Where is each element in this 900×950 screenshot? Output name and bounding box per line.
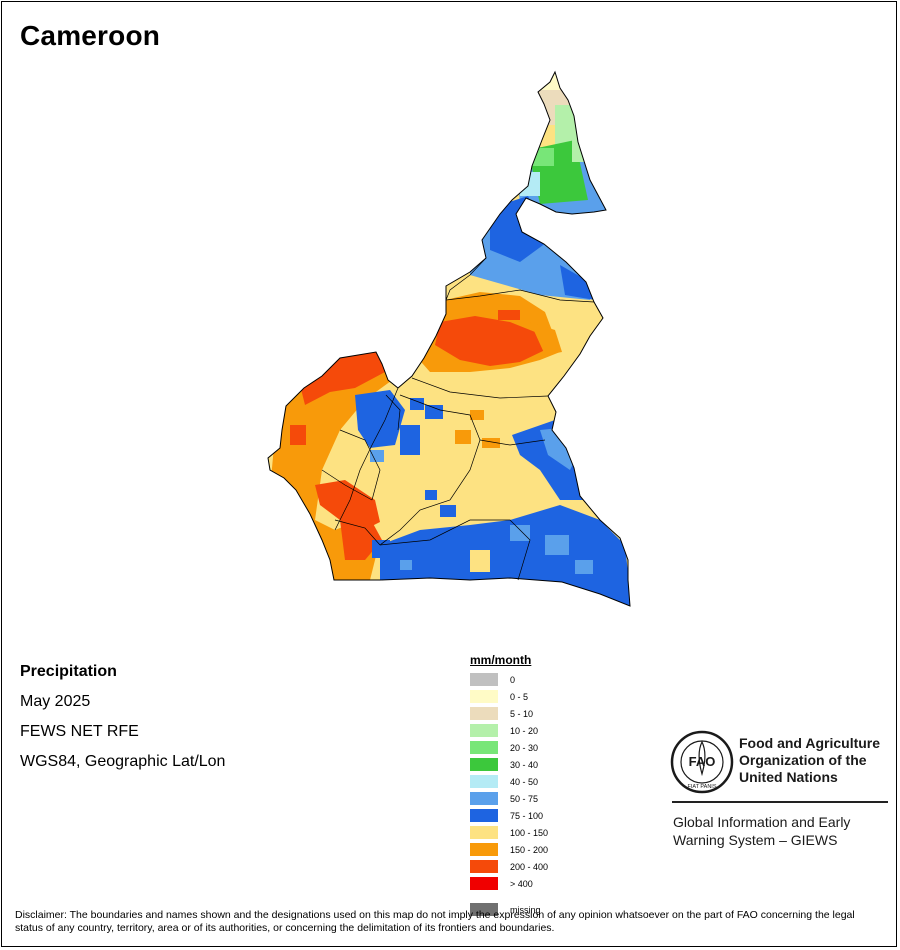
- legend-swatch: [470, 860, 498, 873]
- legend-label: 30 - 40: [510, 759, 539, 770]
- legend: mm/month 0 0 - 5 5 - 10 10 - 20 20 - 30 30 - …: [470, 653, 548, 918]
- legend-swatch: [470, 792, 498, 805]
- legend-label: 10 - 20: [510, 725, 539, 736]
- legend-swatch: [470, 724, 498, 737]
- legend-item: 50 - 75: [470, 790, 548, 807]
- legend-label: > 400: [510, 878, 533, 889]
- map-title: Cameroon: [20, 20, 161, 51]
- fao-motto-text: FIAT PANIS: [687, 784, 716, 790]
- legend-label: 0 - 5: [510, 691, 529, 702]
- variable-label: Precipitation: [20, 663, 117, 680]
- org-line: Food and Agriculture: [739, 735, 881, 751]
- legend-swatch: [470, 707, 498, 720]
- legend-item: 40 - 50: [470, 773, 548, 790]
- legend-swatch: [470, 741, 498, 754]
- source-label: FEWS NET RFE: [20, 723, 139, 740]
- admin-boundaries: [321, 257, 595, 581]
- fao-logo-icon: FAO FIAT PANIS: [670, 730, 734, 794]
- legend-swatch: [470, 877, 498, 890]
- legend-swatch: [470, 673, 498, 686]
- legend-label: 20 - 30: [510, 742, 539, 753]
- legend-unit: mm/month: [470, 653, 532, 667]
- legend-item: 30 - 40: [470, 756, 548, 773]
- legend-swatch: [470, 826, 498, 839]
- giews-name: Global Information and Early Warning Sys…: [673, 813, 850, 849]
- legend-swatch: [470, 809, 498, 822]
- org-line: Organization of the: [739, 752, 867, 768]
- legend-item-missing: missing: [470, 901, 548, 918]
- disclaimer-text: Disclaimer: The boundaries and names sho…: [15, 909, 855, 934]
- legend-item: 200 - 400: [470, 858, 548, 875]
- legend-swatch: [470, 903, 498, 916]
- fao-org-name: Food and Agriculture Organization of the…: [739, 735, 880, 786]
- legend-label: 200 - 400: [510, 861, 549, 872]
- fao-emblem-text: FAO: [689, 754, 716, 769]
- legend-swatch: [470, 758, 498, 771]
- legend-label: 0: [510, 674, 516, 685]
- legend-label: 50 - 75: [510, 793, 539, 804]
- legend-label: 150 - 200: [510, 844, 549, 855]
- legend-item: 150 - 200: [470, 841, 548, 858]
- legend-label: 100 - 150: [510, 827, 549, 838]
- legend-item: 0: [470, 671, 548, 688]
- legend-swatch: [470, 775, 498, 788]
- org-line: United Nations: [739, 769, 838, 785]
- giews-line: Global Information and Early: [673, 814, 851, 830]
- period-label: May 2025: [20, 693, 91, 710]
- projection-label: WGS84, Geographic Lat/Lon: [20, 753, 226, 770]
- legend-swatch: [470, 690, 498, 703]
- legend-label: missing: [510, 904, 541, 915]
- legend-item: > 400: [470, 875, 548, 892]
- legend-swatch: [470, 843, 498, 856]
- legend-item: 0 - 5: [470, 688, 548, 705]
- legend-item: 10 - 20: [470, 722, 548, 739]
- legend-label: 5 - 10: [510, 708, 534, 719]
- legend-item: 100 - 150: [470, 824, 548, 841]
- giews-line: Warning System – GIEWS: [673, 832, 838, 848]
- map-info: Precipitation May 2025 FEWS NET RFE WGS8…: [20, 657, 225, 777]
- precipitation-map: [267, 70, 631, 607]
- legend-item: 20 - 30: [470, 739, 548, 756]
- legend-label: 40 - 50: [510, 776, 539, 787]
- legend-classes: 0 0 - 5 5 - 10 10 - 20 20 - 30 30 - 40 40 - 50…: [470, 671, 548, 892]
- logo-divider: [672, 801, 888, 803]
- legend-item: 5 - 10: [470, 705, 548, 722]
- legend-label: 75 - 100: [510, 810, 544, 821]
- legend-item: 75 - 100: [470, 807, 548, 824]
